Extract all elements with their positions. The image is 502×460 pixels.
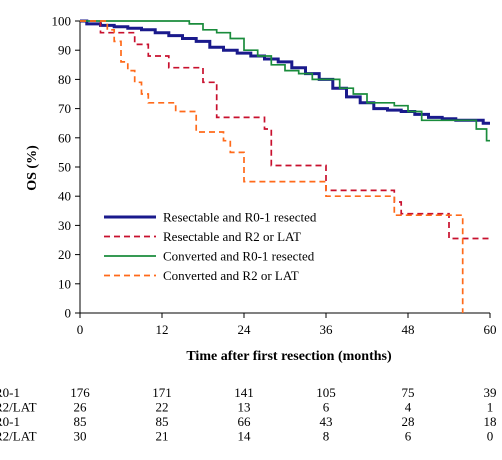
legend-label: Converted and R0-1 resected <box>163 249 315 264</box>
risk-cell: 13 <box>238 400 251 415</box>
risk-cell: 26 <box>74 400 88 415</box>
legend: Resectable and R0-1 resected Resectable a… <box>104 210 317 283</box>
risk-cell: 28 <box>402 414 415 429</box>
y-tick-label: 60 <box>58 130 71 145</box>
risk-row-label: R0-1 <box>0 414 20 429</box>
risk-row-label: R0-1 <box>0 385 20 400</box>
risk-cell: 105 <box>316 385 336 400</box>
x-tick-label: 0 <box>77 322 84 337</box>
series-line-4 <box>80 20 464 313</box>
legend-label: Converted and R2 or LAT <box>163 268 299 283</box>
risk-cell: 30 <box>74 429 87 444</box>
risk-cell: 75 <box>402 385 415 400</box>
risk-cell: 4 <box>405 400 412 415</box>
x-axis-title: Time after first resection (months) <box>186 349 392 364</box>
y-tick-label: 70 <box>58 101 71 116</box>
y-tick-label: 10 <box>58 276 71 291</box>
y-ticks: 0 10 20 30 40 50 60 70 80 90 100 <box>52 14 80 321</box>
x-tick-label: 60 <box>484 322 497 337</box>
risk-cell: 141 <box>234 385 254 400</box>
series-line-2 <box>80 20 490 240</box>
x-tick-label: 24 <box>238 322 252 337</box>
y-tick-label: 100 <box>52 14 72 29</box>
x-tick-label: 12 <box>156 322 169 337</box>
risk-cell: 1 <box>487 400 494 415</box>
series-line-1 <box>80 19 490 125</box>
legend-label: Resectable and R0-1 resected <box>163 210 317 225</box>
legend-label: Resectable and R2 or LAT <box>163 229 301 244</box>
risk-cell: 85 <box>74 414 87 429</box>
risk-row-label: R2/LAT <box>0 429 37 444</box>
risk-cell: 21 <box>156 429 169 444</box>
risk-cell: 85 <box>156 414 169 429</box>
x-ticks: 0 12 24 36 48 60 <box>77 313 497 337</box>
risk-cell: 14 <box>238 429 252 444</box>
risk-cell: 43 <box>320 414 333 429</box>
risk-cell: 171 <box>152 385 172 400</box>
risk-cell: 6 <box>405 429 412 444</box>
risk-table: R0-1 176 171 141 105 75 39 R2/LAT 26 22 13 6 4 1 R0-1 8… <box>0 385 497 444</box>
series-lines <box>80 19 490 313</box>
y-tick-label: 0 <box>65 306 72 321</box>
y-tick-label: 40 <box>58 189 71 204</box>
y-tick-label: 90 <box>58 43 71 58</box>
series-line-3 <box>80 20 490 142</box>
risk-cell: 22 <box>156 400 169 415</box>
risk-cell: 39 <box>484 385 497 400</box>
x-tick-label: 48 <box>402 322 415 337</box>
risk-cell: 66 <box>238 414 252 429</box>
risk-row-label: R2/LAT <box>0 400 37 415</box>
risk-cell: 176 <box>70 385 90 400</box>
y-tick-label: 20 <box>58 247 71 262</box>
x-tick-label: 36 <box>320 322 334 337</box>
risk-cell: 8 <box>323 429 330 444</box>
risk-cell: 6 <box>323 400 330 415</box>
y-tick-label: 80 <box>58 72 71 87</box>
y-axis-title: OS (%) <box>25 145 40 191</box>
y-tick-label: 50 <box>58 160 71 175</box>
y-tick-label: 30 <box>58 218 71 233</box>
risk-cell: 18 <box>484 414 497 429</box>
risk-cell: 0 <box>487 429 494 444</box>
